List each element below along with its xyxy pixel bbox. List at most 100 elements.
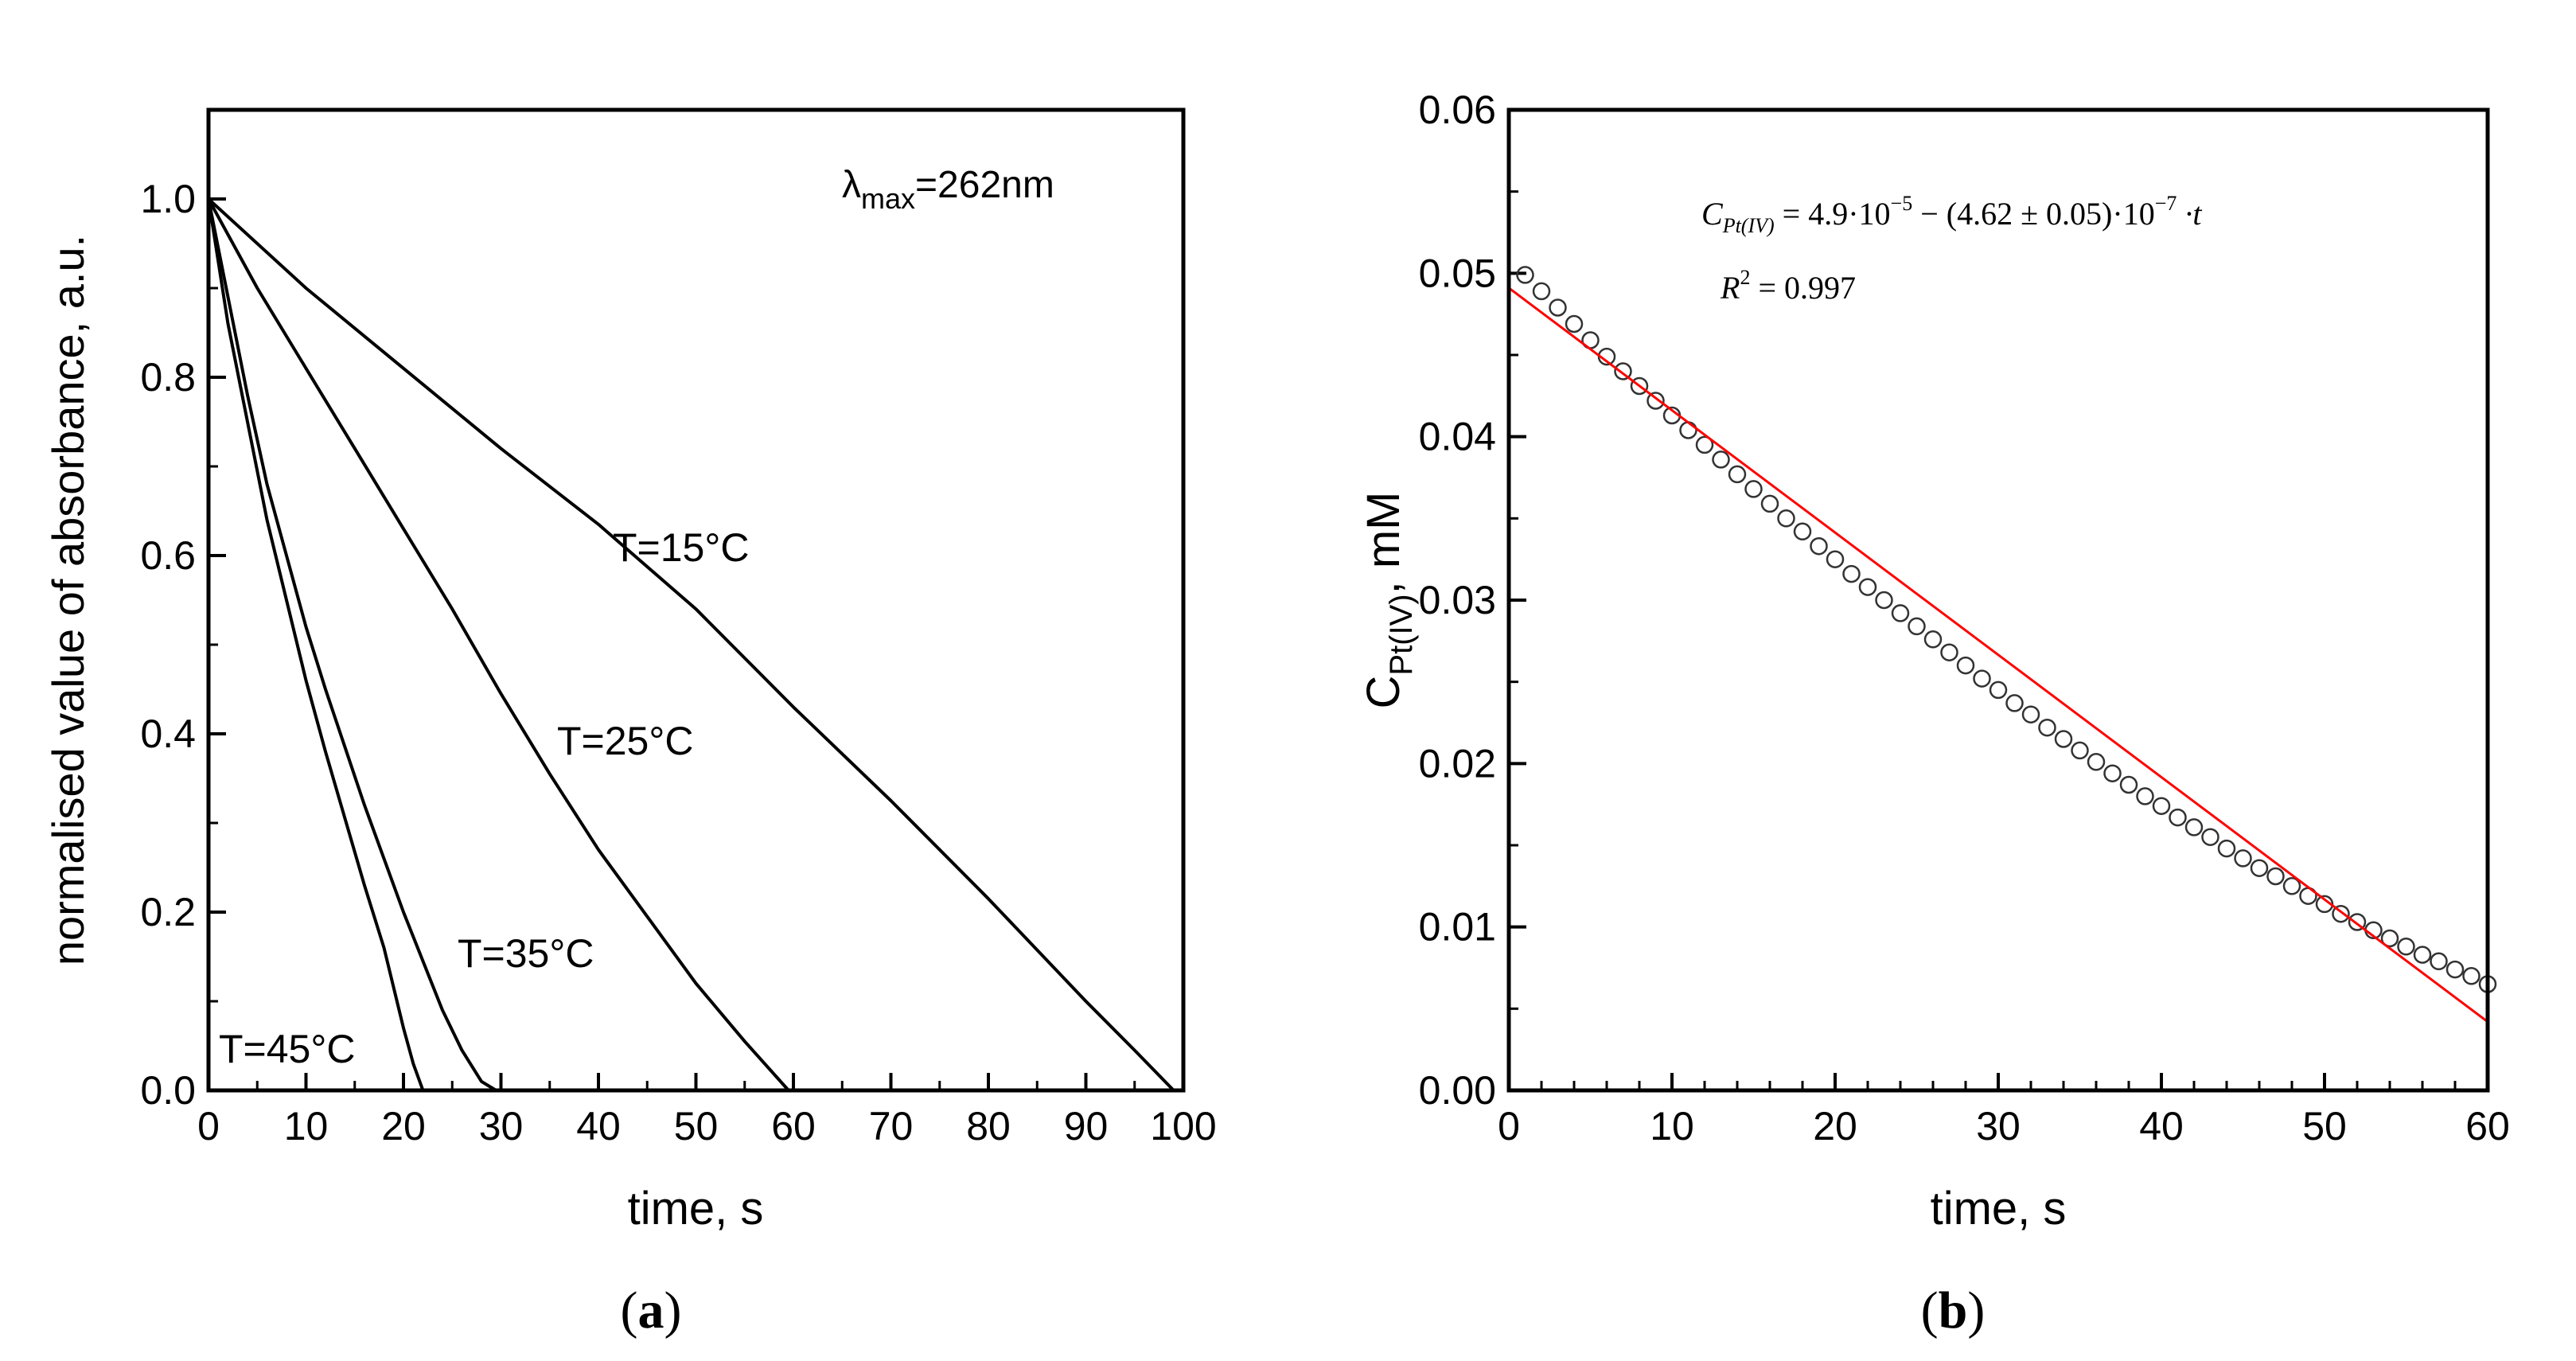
panel-a-x-tick-label: 90 [1064,1104,1109,1148]
panel-a-x-tick-label: 20 [381,1104,426,1148]
data-point [1891,604,1910,622]
panel-a-caption: (a) [621,1281,682,1340]
panel-b-y-tick-labels: 0.00 0.01 0.02 0.03 0.04 0.05 0.06 [1419,88,1496,1113]
panel-a-x-tick-label: 70 [869,1104,914,1148]
panel-a-y-tick-label: 0.6 [140,533,196,578]
data-point [2152,797,2171,815]
panel-b-caption: (b) [1921,1281,1986,1340]
data-point [2021,705,2040,723]
data-point [1777,509,1795,528]
panel-a-x-tick-labels: 0 10 20 30 40 50 60 70 80 90 100 [197,1104,1217,1148]
data-point [1923,630,1943,649]
panel-a-x-tick-label: 30 [479,1104,524,1148]
fit-equation: CPt(IV) = 4.9·10−5 − (4.62 ± 0.05)·10−7 … [1701,192,2202,237]
panel-b-y-axis-label: CPt(IV), mM [1358,492,1419,709]
data-point [2462,967,2481,985]
data-point [2348,913,2367,931]
data-point [2397,938,2415,956]
panel-a-x-axis-label: time, s [628,1183,764,1234]
panel-b-y-tick-label: 0.02 [1419,741,1496,786]
data-point [2054,730,2073,748]
panel-a-y-tick-label: 0.2 [140,890,196,934]
panel-b-y-tick-label: 0.04 [1419,415,1496,459]
data-point [1940,643,1958,661]
data-point [2201,828,2219,846]
data-point [1908,617,1926,636]
panel-a-x-tick-label: 10 [284,1104,329,1148]
data-point [2087,753,2106,771]
panel-a-y-tick-label: 1.0 [140,177,196,221]
panel-b-x-tick-label: 40 [2139,1104,2184,1148]
series-line-45c [207,198,425,1091]
fit-line [1508,287,2488,1023]
data-point [1842,564,1861,583]
panel-b-y-tick-label: 0.05 [1419,251,1496,295]
panel-a-x-tick-label: 40 [576,1104,621,1148]
panel-a-y-tick-label: 0.4 [140,712,196,756]
panel-b-data-points [1516,266,2497,993]
data-point [1695,435,1714,454]
data-point [1826,550,1845,568]
data-point [2430,952,2448,971]
panel-b-y-tick-label: 0.01 [1419,905,1496,950]
data-point [1875,591,1893,610]
data-point [2119,775,2138,794]
data-point [1728,465,1747,484]
panel-b-chart: 0 10 20 30 40 50 60 0.000.010.020.030.040.050.… [1358,88,2510,1340]
panel-a-y-axis-label: normalised value of absorbance, a.u. [43,235,93,965]
data-point [1810,536,1828,556]
panel-a-x-tick-label: 100 [1150,1104,1216,1148]
data-point [1565,314,1584,333]
data-point [1614,362,1632,380]
panel-b-x-tick-labels: 0 10 20 30 40 50 60 [1498,1104,2510,1148]
panel-a-chart: 0 10 20 30 40 50 60 70 80 90 100 0.0 0.2 0.4 0.6 0.8 1.… [43,107,1217,1340]
data-point [2005,694,2024,712]
data-point [2136,787,2154,805]
series-line-25c [207,198,790,1092]
r-squared: R2 = 0.997 [1720,266,1856,306]
panel-b-x-tick-label: 60 [2465,1104,2510,1148]
data-point [1516,266,1534,284]
data-point [1647,392,1665,410]
data-point [2282,877,2301,895]
panel-a-y-tick-labels: 0.0 0.2 0.4 0.6 0.8 1.0 [140,177,196,1113]
panel-a-wavelength-annotation: λmax=262nm [842,164,1054,215]
panel-b-x-tick-label: 50 [2302,1104,2347,1148]
data-point [2038,718,2056,737]
data-point [2234,849,2252,868]
series-label-t35: T=35°C [458,931,594,976]
panel-a-x-tick-label: 50 [674,1104,719,1148]
panel-a-y-tick-label: 0.8 [140,355,196,400]
series-label-t15: T=15°C [613,525,749,570]
panel-b-x-tick-label: 30 [1976,1104,2021,1148]
data-point [2169,808,2187,827]
panel-b-y-tick-label: 0.03 [1419,578,1496,622]
panel-b-x-tick-label: 10 [1650,1104,1694,1148]
data-point [1858,578,1877,596]
panel-b-x-axis-label: time, s [1931,1183,2067,1234]
data-point [1973,669,1991,688]
panel-a-x-tick-label: 80 [966,1104,1011,1148]
data-point [2184,818,2204,836]
data-point [2250,859,2269,877]
data-point [1532,282,1551,301]
panel-b-plot-frame [1506,107,2490,1093]
panel-a-plot-frame [206,107,1186,1093]
data-point [1744,480,1763,498]
data-point [1549,298,1567,317]
data-point [1989,680,2008,700]
panel-b-x-tick-label: 20 [1813,1104,1857,1148]
data-point [2071,741,2089,760]
data-point [2332,904,2350,923]
data-point [2217,839,2236,858]
data-point [2103,764,2122,782]
data-point [1712,450,1730,469]
panel-a-y-tick-label: 0.0 [140,1068,196,1113]
data-point [1956,656,1975,675]
data-point [2266,867,2285,886]
series-line-35c [207,198,497,1092]
data-point [1793,522,1812,541]
series-label-t45: T=45°C [219,1027,355,1071]
